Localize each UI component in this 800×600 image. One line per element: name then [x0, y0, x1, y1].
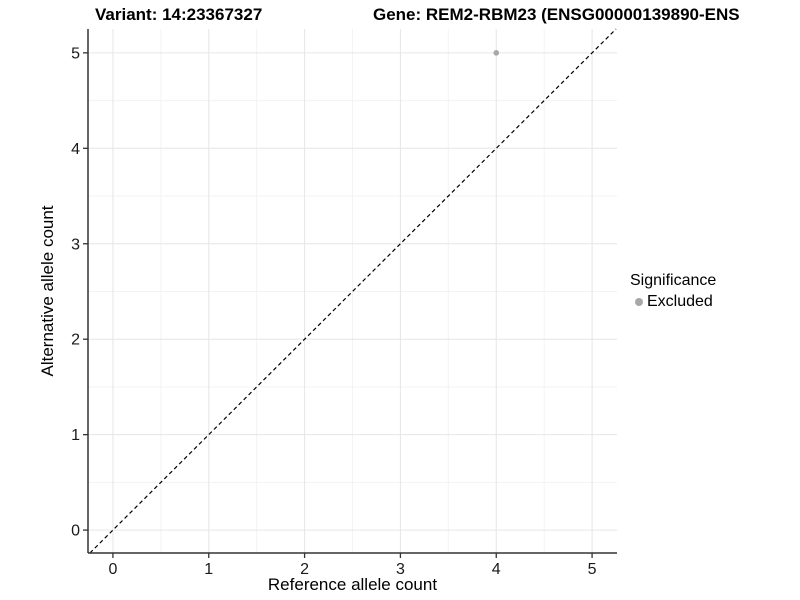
x-tick-label: 1	[204, 561, 213, 578]
y-tick-label: 5	[71, 45, 80, 62]
data-point	[493, 50, 500, 56]
x-tick-label: 3	[396, 561, 405, 578]
y-tick-label: 2	[71, 332, 80, 349]
gene-title: Gene: REM2-RBM23 (ENSG00000139890-ENS	[373, 5, 740, 24]
y-axis-title: Alternative allele count	[38, 205, 57, 376]
y-tick-label: 0	[71, 523, 80, 540]
x-tick-label: 0	[108, 561, 117, 578]
x-tick-label: 4	[492, 561, 501, 578]
identity-line	[89, 28, 617, 554]
legend-title: Significance	[630, 272, 717, 289]
y-tick-label: 1	[71, 427, 80, 444]
significance-legend: Significance Excluded	[630, 271, 716, 311]
y-tick-label: 3	[71, 236, 80, 253]
excluded-point-icon	[635, 298, 643, 306]
legend-entry-excluded: Excluded	[635, 293, 716, 311]
variant-title: Variant: 14:23367327	[95, 5, 263, 24]
x-tick-label: 5	[588, 561, 597, 578]
legend-entry-label: Excluded	[647, 293, 713, 310]
y-tick-label: 4	[71, 141, 80, 158]
x-tick-label: 2	[300, 561, 309, 578]
x-axis-title: Reference allele count	[268, 575, 437, 594]
